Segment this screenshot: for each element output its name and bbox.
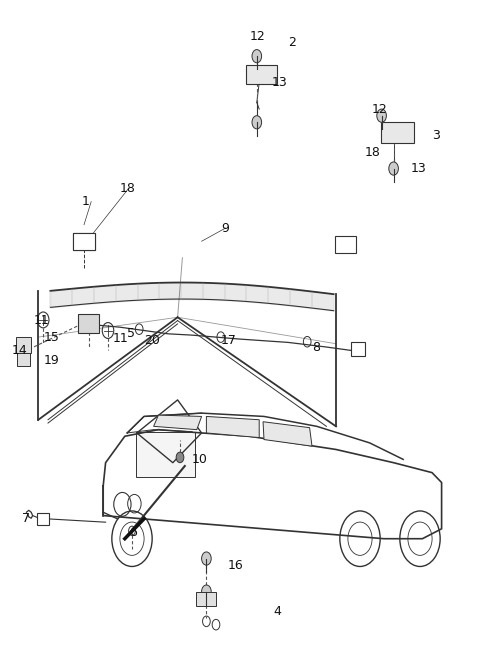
FancyBboxPatch shape <box>73 233 95 250</box>
Text: 7: 7 <box>22 512 30 525</box>
FancyBboxPatch shape <box>381 122 414 143</box>
Circle shape <box>202 552 211 565</box>
FancyBboxPatch shape <box>16 337 31 353</box>
Text: 14: 14 <box>12 344 28 357</box>
Circle shape <box>252 116 262 129</box>
FancyBboxPatch shape <box>17 353 30 366</box>
Text: 12: 12 <box>372 102 388 116</box>
FancyBboxPatch shape <box>246 65 277 84</box>
Circle shape <box>377 109 386 122</box>
Text: 16: 16 <box>228 559 244 572</box>
Text: 5: 5 <box>127 327 135 340</box>
Text: 6: 6 <box>130 525 137 539</box>
Text: 13: 13 <box>410 162 426 175</box>
Text: 20: 20 <box>144 334 160 347</box>
Circle shape <box>176 452 184 463</box>
Text: 3: 3 <box>432 129 440 142</box>
Text: 10: 10 <box>192 453 208 466</box>
FancyBboxPatch shape <box>37 513 49 525</box>
FancyBboxPatch shape <box>136 432 195 477</box>
Circle shape <box>202 585 211 598</box>
Circle shape <box>389 162 398 175</box>
FancyBboxPatch shape <box>350 342 365 356</box>
Polygon shape <box>154 415 202 430</box>
Text: 18: 18 <box>120 182 136 195</box>
Circle shape <box>252 50 262 63</box>
Text: 12: 12 <box>250 30 265 43</box>
Text: 15: 15 <box>43 330 59 344</box>
Polygon shape <box>206 416 259 438</box>
Text: 13: 13 <box>271 76 287 89</box>
Text: 8: 8 <box>312 340 320 354</box>
FancyBboxPatch shape <box>78 314 99 333</box>
FancyBboxPatch shape <box>335 236 356 253</box>
Text: 11: 11 <box>34 314 49 327</box>
FancyBboxPatch shape <box>73 233 95 250</box>
FancyBboxPatch shape <box>196 592 216 606</box>
Text: 18: 18 <box>365 145 381 159</box>
Text: 19: 19 <box>43 354 59 367</box>
Text: 17: 17 <box>221 334 237 347</box>
Polygon shape <box>263 422 312 446</box>
Text: 1: 1 <box>82 195 89 208</box>
Text: 9: 9 <box>221 221 228 235</box>
Text: 2: 2 <box>288 36 296 50</box>
Text: 11: 11 <box>113 332 129 345</box>
Text: 4: 4 <box>274 605 281 618</box>
